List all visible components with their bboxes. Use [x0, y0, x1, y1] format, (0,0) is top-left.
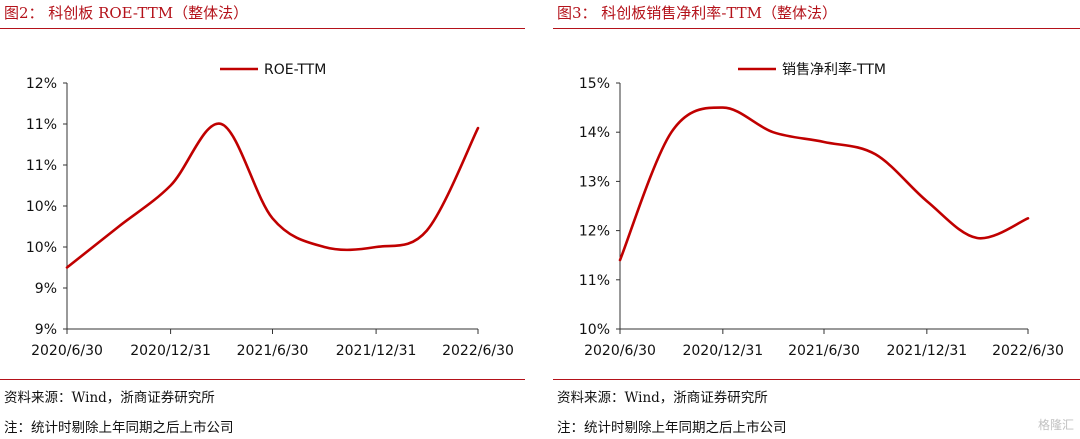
y-tick-label: 10% — [579, 322, 610, 338]
x-tick-label: 2020/6/30 — [584, 343, 656, 359]
title-rule — [0, 28, 525, 29]
y-tick-label: 12% — [579, 224, 610, 240]
y-tick-label: 11% — [579, 273, 610, 289]
footer-rule — [0, 379, 525, 380]
x-tick-label: 2022/6/30 — [442, 343, 514, 359]
title-rule — [553, 28, 1080, 29]
y-tick-label: 15% — [579, 76, 610, 92]
y-tick-label: 10% — [26, 199, 57, 215]
y-tick-label: 11% — [26, 117, 57, 133]
watermark-logo: 格隆汇 — [1037, 418, 1074, 432]
footnote: 注：统计时剔除上年同期之后上市公司 — [4, 420, 234, 436]
y-tick-label: 10% — [26, 240, 57, 256]
roe-line-chart: 9% 9% 10% 10% 11% 11% 12% 2020/6/30 2020/12/31 20… — [26, 62, 514, 359]
x-tick-label: 2021/6/30 — [788, 343, 860, 359]
chart-panel-net-margin: 图3： 科创板销售净利率-TTM（整体法） 10% 11% 12% 13% 14% 15%… — [553, 0, 1080, 439]
series-line — [65, 122, 480, 269]
x-tick-label: 2020/12/31 — [682, 343, 763, 359]
y-tick-label: 11% — [26, 158, 57, 174]
y-tick-label: 14% — [579, 125, 610, 141]
legend-label: 销售净利率-TTM — [782, 61, 886, 78]
chart-title: 图2： 科创板 ROE-TTM（整体法） — [4, 4, 249, 22]
footnote: 注：统计时剔除上年同期之后上市公司 — [557, 420, 787, 436]
y-tick-label: 9% — [35, 281, 57, 297]
y-tick-label: 9% — [35, 322, 57, 338]
footer-rule — [553, 379, 1080, 380]
x-tick-label: 2021/12/31 — [886, 343, 967, 359]
series-line — [618, 106, 1030, 262]
x-tick-label: 2020/6/30 — [31, 343, 103, 359]
source-note: 资料来源：Wind，浙商证券研究所 — [4, 390, 215, 406]
y-tick-label: 13% — [579, 174, 610, 190]
chart-title: 图3： 科创板销售净利率-TTM（整体法） — [557, 4, 838, 22]
y-tick-label: 12% — [26, 76, 57, 92]
legend-label: ROE-TTM — [264, 62, 326, 78]
net-margin-line-chart: 10% 11% 12% 13% 14% 15% 2020/6/30 2020/12/31 202… — [579, 61, 1064, 359]
x-tick-label: 2020/12/31 — [130, 343, 211, 359]
x-tick-label: 2022/6/30 — [992, 343, 1064, 359]
chart-panel-roe: 图2： 科创板 ROE-TTM（整体法） 9% 9% 10% 10% 11% 11% 12%… — [0, 0, 525, 439]
x-tick-label: 2021/6/30 — [237, 343, 309, 359]
source-note: 资料来源：Wind，浙商证券研究所 — [557, 390, 768, 406]
x-tick-label: 2021/12/31 — [336, 343, 417, 359]
